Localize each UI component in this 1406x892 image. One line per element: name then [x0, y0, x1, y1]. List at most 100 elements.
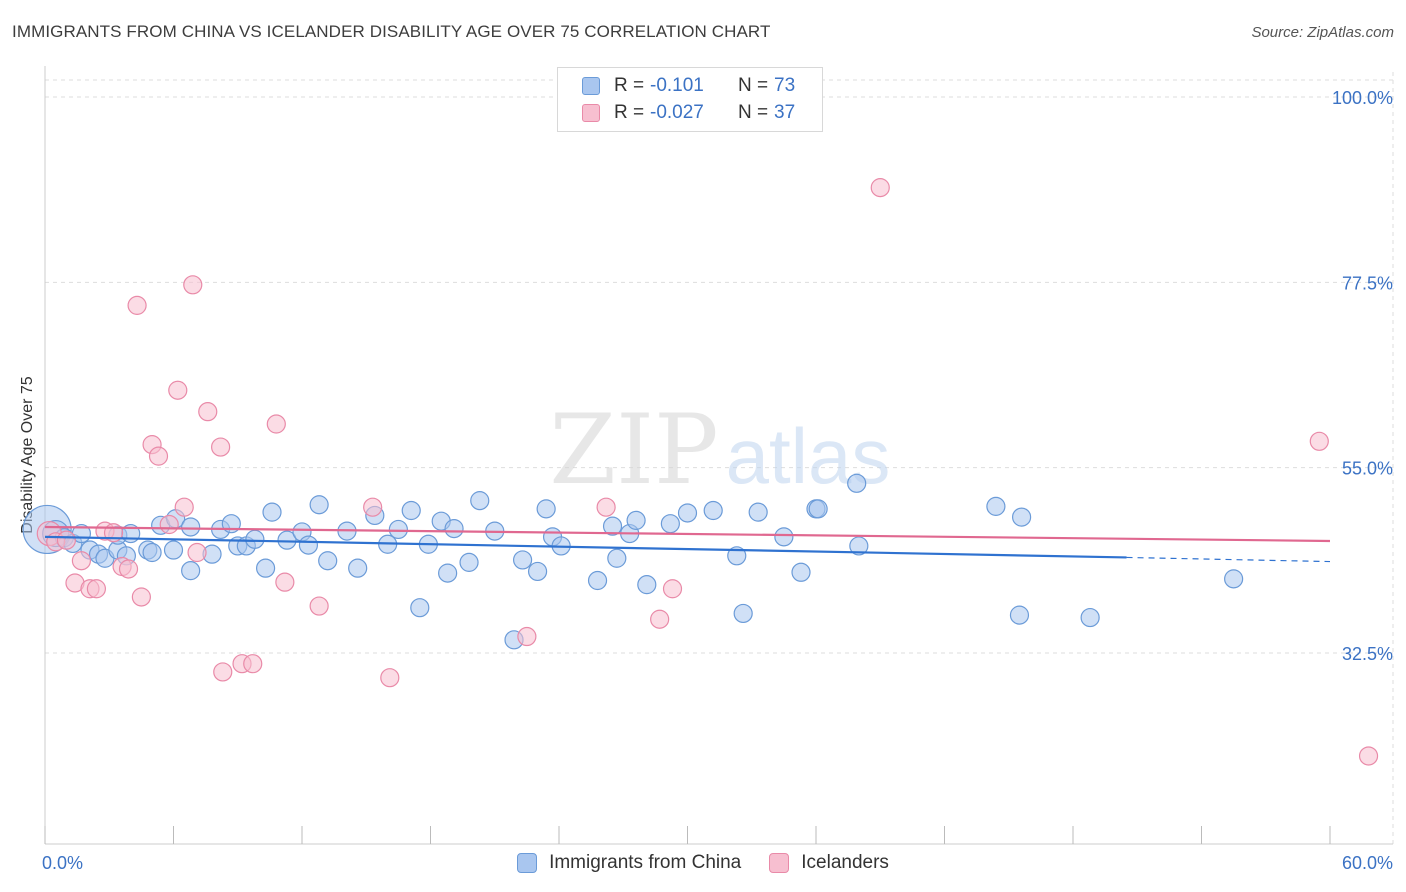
- source-credit: Source: ZipAtlas.com: [1251, 24, 1394, 41]
- data-point-icelanders: [56, 530, 77, 550]
- legend-item-china[interactable]: Immigrants from China: [517, 852, 741, 874]
- data-point-icelanders: [243, 654, 263, 674]
- data-point-icelanders: [1358, 746, 1379, 766]
- data-point-china: [808, 499, 828, 519]
- data-point-icelanders: [174, 497, 194, 517]
- data-point-china: [607, 548, 627, 568]
- legend-n-value: 73: [774, 75, 796, 96]
- legend-swatch-icelanders: [582, 104, 600, 122]
- legend-label-china: Immigrants from China: [549, 852, 742, 873]
- data-point-china: [1009, 605, 1030, 625]
- y-tick-label: 77.5%: [1342, 273, 1393, 293]
- data-point-icelanders: [198, 402, 218, 422]
- data-point-china: [298, 535, 319, 555]
- data-point-china: [470, 491, 490, 511]
- legend-swatch-china: [582, 77, 600, 95]
- data-point-icelanders: [86, 579, 107, 599]
- data-point-icelanders: [596, 497, 616, 517]
- data-point-china: [637, 575, 657, 595]
- data-point-china: [703, 500, 723, 521]
- data-point-china: [847, 473, 867, 493]
- data-point-china: [527, 561, 548, 582]
- x-tick-label-min: 0.0%: [42, 853, 83, 873]
- data-point-china: [444, 519, 464, 539]
- data-point-china: [181, 561, 201, 581]
- legend-n-value: 37: [774, 102, 796, 123]
- legend-r-label: R =: [614, 102, 645, 123]
- correlation-legend: R = -0.101 N = 73 R = -0.027 N = 37: [557, 67, 823, 132]
- data-point-china: [748, 502, 768, 522]
- trend-line-china: [44, 535, 1127, 559]
- data-point-china: [791, 562, 811, 582]
- data-point-icelanders: [275, 572, 295, 592]
- data-point-icelanders: [517, 626, 537, 647]
- data-point-icelanders: [363, 497, 383, 517]
- data-point-icelanders: [168, 380, 188, 400]
- data-point-china: [677, 503, 698, 523]
- data-point-china: [1080, 607, 1100, 628]
- legend-item-icelanders[interactable]: Icelanders: [769, 852, 889, 874]
- data-point-china: [536, 499, 556, 519]
- data-point-china: [660, 514, 680, 534]
- data-point-china: [181, 517, 201, 537]
- data-point-icelanders: [1309, 431, 1329, 451]
- trend-lines: [44, 525, 1331, 563]
- data-point-china: [401, 500, 421, 521]
- data-point-china: [142, 542, 162, 563]
- legend-row-china: R = -0.101 N = 73: [582, 75, 795, 97]
- data-point-china: [318, 551, 338, 571]
- data-point-icelanders: [127, 295, 147, 315]
- data-point-icelanders: [870, 178, 890, 198]
- data-point-icelanders: [380, 668, 400, 688]
- data-point-china: [733, 603, 753, 624]
- y-tick-label: 100.0%: [1332, 88, 1393, 108]
- data-point-china: [348, 558, 368, 578]
- data-point-icelanders: [309, 596, 329, 616]
- data-point-china: [512, 550, 533, 570]
- data-point-china: [388, 519, 408, 540]
- watermark: ZIP atlas: [549, 394, 890, 506]
- legend-r-label: R =: [614, 75, 645, 96]
- data-point-china: [1011, 507, 1032, 527]
- data-point-china: [245, 529, 265, 549]
- data-point-icelanders: [159, 514, 179, 535]
- data-point-china: [410, 598, 430, 618]
- legend-n-label: N =: [738, 102, 769, 123]
- series-china-points: [22, 473, 1244, 650]
- data-point-china: [1224, 569, 1244, 589]
- data-point-china: [626, 510, 646, 530]
- data-point-icelanders: [213, 662, 233, 682]
- data-point-icelanders: [211, 437, 231, 457]
- data-point-china: [255, 558, 276, 578]
- data-point-china: [163, 540, 184, 560]
- trend-line-icelanders: [44, 525, 1331, 543]
- data-point-china: [587, 570, 608, 591]
- legend-r-value: -0.101: [650, 75, 704, 96]
- data-point-china: [986, 496, 1006, 516]
- data-point-china: [774, 527, 794, 547]
- data-point-china: [727, 546, 747, 566]
- y-tick-label: 55.0%: [1342, 459, 1393, 479]
- data-point-china: [262, 502, 282, 522]
- data-point-icelanders: [131, 587, 151, 607]
- data-point-icelanders: [266, 414, 286, 434]
- trend-line-china-extension: [1126, 556, 1331, 563]
- series-legend: Immigrants from China Icelanders: [0, 852, 1406, 874]
- data-point-icelanders: [662, 579, 683, 599]
- data-point-icelanders: [650, 609, 670, 629]
- tick-labels: 100.0% 77.5% 55.0% 32.5% 0.0% 60.0%: [42, 88, 1393, 873]
- grid-lines: [45, 72, 1394, 844]
- data-point-china: [277, 530, 297, 550]
- legend-swatch-china: [517, 853, 538, 873]
- legend-n-label: N =: [738, 75, 769, 96]
- data-point-icelanders: [118, 559, 139, 579]
- legend-label-icelanders: Icelanders: [801, 852, 889, 873]
- legend-r-value: -0.027: [650, 102, 704, 123]
- data-point-icelanders: [183, 275, 203, 295]
- legend-row-icelanders: R = -0.027 N = 37: [582, 102, 795, 124]
- watermark-zip: ZIP: [549, 394, 718, 506]
- legend-swatch-icelanders: [769, 853, 790, 873]
- data-point-china: [309, 495, 329, 515]
- data-point-china: [438, 563, 458, 583]
